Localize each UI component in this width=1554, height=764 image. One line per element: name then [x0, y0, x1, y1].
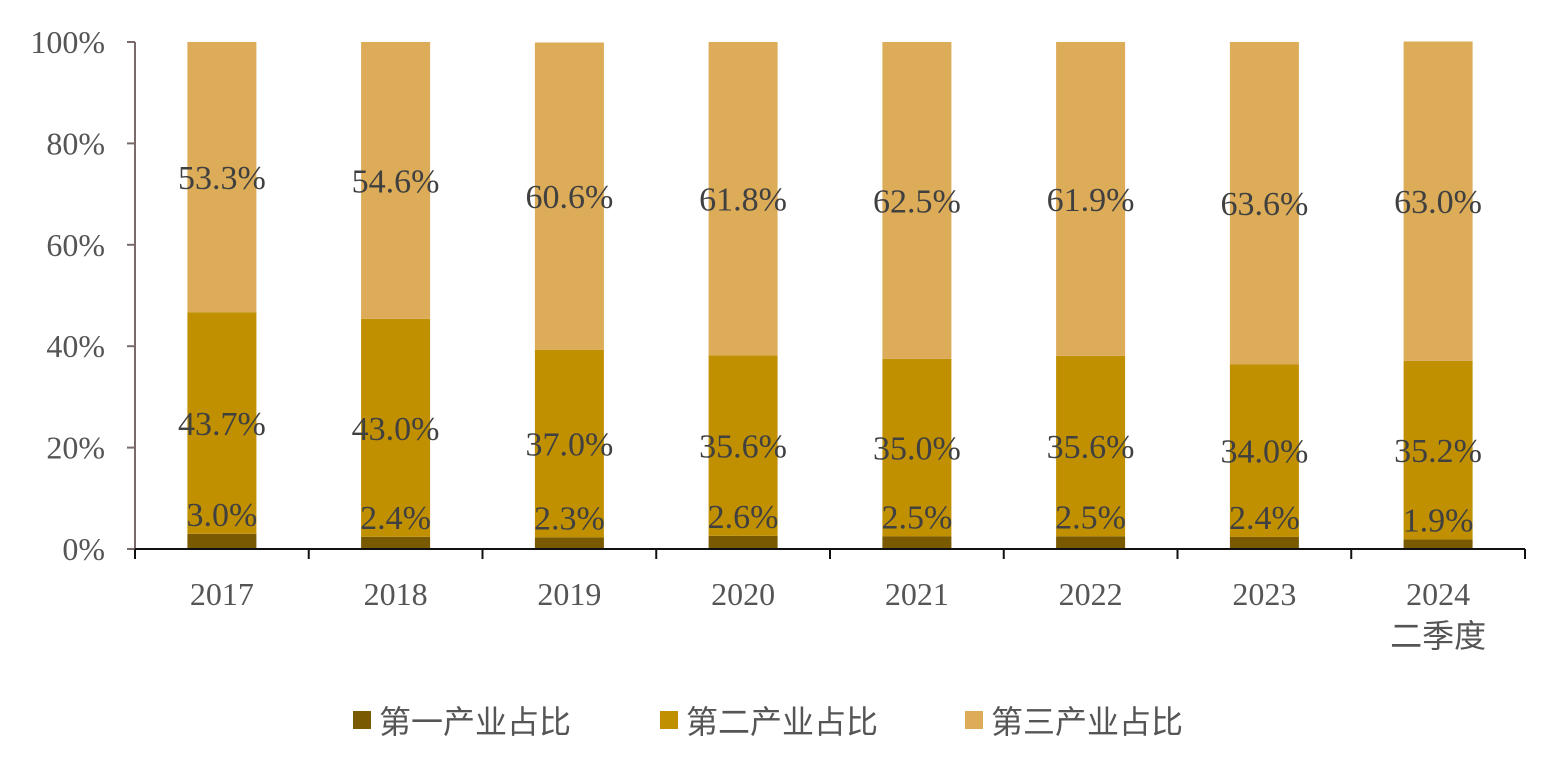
data-label-series1-6: 2.4% [1229, 500, 1300, 537]
data-label-series1-3: 2.6% [708, 499, 779, 536]
bar-segment-series2-7 [1403, 360, 1473, 540]
x-tick-label-7: 2024 [1406, 576, 1470, 612]
x-tick-label-5: 2022 [1059, 576, 1123, 612]
x-tick-label-3: 2020 [711, 576, 775, 612]
data-label-series3-0: 53.3% [178, 160, 266, 197]
legend-swatch-series1 [353, 711, 371, 729]
bar-segment-series3-6 [1229, 42, 1299, 365]
data-label-series3-2: 60.6% [525, 179, 613, 216]
bar-segment-series2-2 [534, 349, 604, 538]
bar-segment-series2-3 [708, 355, 778, 536]
bar-segment-series2-4 [882, 358, 952, 537]
data-label-series3-3: 61.8% [699, 182, 787, 219]
x-tick-label-0: 2017 [190, 576, 254, 612]
bars-layer [187, 41, 1473, 549]
bar-segment-series1-7 [1403, 539, 1473, 549]
x-tick-label-7-line1: 二季度 [1390, 618, 1486, 654]
y-tick-label-0: 0% [62, 531, 105, 567]
data-label-series1-2: 2.3% [534, 500, 605, 537]
data-label-series2-0: 43.7% [178, 406, 266, 443]
data-label-series1-1: 2.4% [360, 500, 431, 537]
y-tick-label-3: 60% [46, 227, 105, 263]
bar-segment-series1-6 [1229, 536, 1299, 549]
data-label-series3-4: 62.5% [873, 183, 961, 220]
data-label-series2-3: 35.6% [699, 429, 787, 466]
y-tick-label-2: 40% [46, 328, 105, 364]
data-label-series1-4: 2.5% [881, 499, 952, 536]
legend-label-series2: 第二产业占比 [686, 704, 878, 740]
data-label-series2-7: 35.2% [1394, 433, 1482, 470]
data-label-series1-0: 3.0% [186, 497, 257, 534]
data-label-series3-5: 61.9% [1047, 182, 1135, 219]
y-tick-label-5: 100% [30, 24, 105, 60]
x-tick-label-1: 2018 [364, 576, 428, 612]
data-label-series1-5: 2.5% [1055, 499, 1126, 536]
legend-label-series1: 第一产业占比 [379, 704, 571, 740]
bar-segment-series1-4 [882, 536, 952, 549]
data-label-series2-1: 43.0% [352, 411, 440, 448]
bar-segment-series3-7 [1403, 41, 1473, 361]
data-label-series3-1: 54.6% [352, 163, 440, 200]
bar-segment-series1-1 [361, 536, 431, 549]
legend-swatch-series3 [965, 711, 983, 729]
data-label-series2-4: 35.0% [873, 431, 961, 468]
bar-segment-series3-3 [708, 42, 778, 356]
bar-segment-series1-3 [708, 535, 778, 549]
y-tick-label-4: 80% [46, 125, 105, 161]
data-label-series2-5: 35.6% [1047, 429, 1135, 466]
bar-segment-series1-2 [534, 537, 604, 549]
bar-segment-series2-5 [1056, 355, 1126, 537]
x-tick-label-4: 2021 [885, 576, 949, 612]
bar-segment-series3-2 [534, 42, 604, 350]
bar-segment-series3-4 [882, 42, 952, 359]
axes-layer: 0% 20% 40% 60% 80% 100% 2017 2018 2019 2020 2021 20… [30, 24, 1526, 654]
data-label-series1-7: 1.9% [1403, 502, 1474, 539]
y-tick-label-1: 20% [46, 430, 105, 466]
bar-segment-series2-6 [1229, 364, 1299, 537]
data-label-series2-6: 34.0% [1220, 434, 1308, 471]
data-label-series3-7: 63.0% [1394, 184, 1482, 221]
legend: 第一产业占比 第二产业占比 第三产业占比 [353, 704, 1183, 740]
bar-segment-series3-1 [361, 42, 431, 319]
bar-segment-series2-1 [361, 318, 431, 537]
x-tick-label-2: 2019 [537, 576, 601, 612]
legend-swatch-series2 [660, 711, 678, 729]
bar-segment-series1-5 [1056, 536, 1126, 549]
bar-segment-series2-0 [187, 312, 257, 534]
data-label-series2-2: 37.0% [525, 427, 613, 464]
data-labels-layer: 3.0% 43.7% 53.3% 2.4% 43.0% 54.6% 2.3% 37.0% 60.… [178, 160, 1482, 539]
bar-segment-series3-0 [187, 42, 257, 313]
bar-segment-series1-0 [187, 533, 257, 549]
legend-label-series3: 第三产业占比 [991, 704, 1183, 740]
x-tick-label-6: 2023 [1232, 576, 1296, 612]
bar-segment-series3-5 [1056, 42, 1126, 356]
data-label-series3-6: 63.6% [1220, 186, 1308, 223]
